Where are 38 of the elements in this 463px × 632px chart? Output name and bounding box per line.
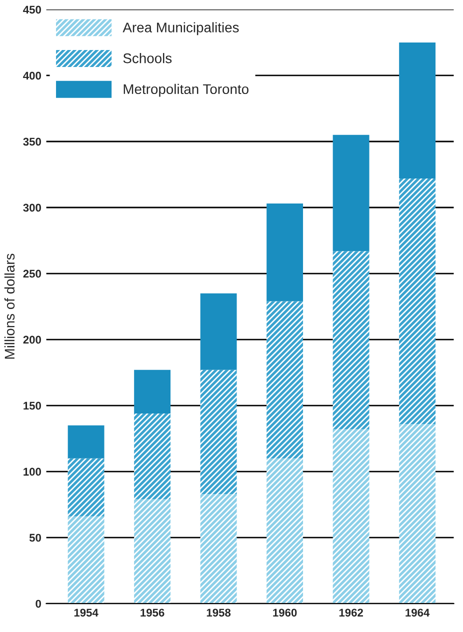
x-tick-label: 1958 bbox=[206, 608, 231, 617]
bar bbox=[68, 425, 104, 458]
x-tick-label: 1960 bbox=[273, 608, 297, 617]
y-tick-label: 450 bbox=[23, 6, 41, 14]
bar bbox=[399, 424, 436, 604]
y-tick-label: 0 bbox=[36, 600, 41, 608]
x-tick-label: 1964 bbox=[406, 608, 430, 617]
bar bbox=[332, 251, 370, 430]
bar bbox=[200, 370, 237, 494]
x-tick-label: 1956 bbox=[140, 608, 164, 617]
y-tick-label: 50 bbox=[29, 534, 41, 542]
y-axis-title: Millions of dollars bbox=[4, 254, 15, 359]
y-tick-label: 100 bbox=[24, 468, 41, 476]
y-tick-label: 250 bbox=[23, 270, 41, 278]
y-tick-label: 350 bbox=[23, 138, 41, 146]
bar bbox=[134, 370, 171, 414]
bar bbox=[332, 134, 370, 252]
legend-label: Area Municipalities bbox=[122, 22, 239, 36]
bar bbox=[134, 499, 171, 604]
y-tick-label: 200 bbox=[23, 336, 41, 344]
bar bbox=[134, 413, 171, 500]
bar bbox=[266, 458, 304, 604]
bar bbox=[68, 458, 104, 516]
bar bbox=[200, 494, 237, 604]
x-tick-label: 1954 bbox=[74, 608, 98, 617]
bar bbox=[399, 178, 436, 424]
x-tick-label: 1962 bbox=[339, 608, 363, 617]
y-tick-label: 400 bbox=[23, 72, 41, 80]
bar bbox=[266, 204, 304, 302]
legend-label: Schools bbox=[123, 53, 172, 64]
bar bbox=[332, 429, 370, 604]
bar bbox=[266, 301, 304, 458]
bar bbox=[200, 293, 237, 370]
bar bbox=[68, 516, 104, 604]
y-tick-label: 300 bbox=[23, 204, 41, 212]
bar bbox=[399, 42, 436, 178]
y-tick-label: 150 bbox=[24, 402, 41, 410]
legend-label: Metropolitan Toronto bbox=[124, 84, 248, 97]
